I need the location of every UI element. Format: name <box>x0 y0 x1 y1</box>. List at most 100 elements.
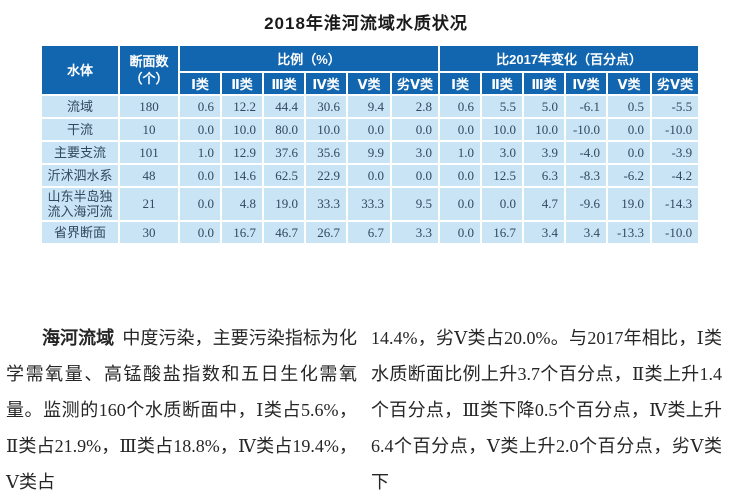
value-cell: 4.7 <box>524 188 565 220</box>
paragraph-text: 中度污染，主要污染指标为化学需氧量、高锰酸盐指数和五日生化需氧量。监测的160个… <box>6 328 358 492</box>
table-row-provincial-boundary: 省界断面 30 0.0 16.7 46.7 26.7 6.7 3.3 0.0 1… <box>42 222 699 243</box>
value-cell: -4.0 <box>566 142 607 163</box>
paragraph-haihe-right: 14.4%，劣Ⅴ类占20.0%。与2017年相比，Ⅰ类水质断面比例上升3.7个百… <box>371 328 722 492</box>
value-cell: 10.0 <box>482 119 523 140</box>
value-cell: -10.0 <box>652 119 699 140</box>
value-cell: 2.8 <box>392 96 439 117</box>
page-title: 2018年淮河流域水质状况 <box>264 14 468 33</box>
value-cell: 0.0 <box>180 119 220 140</box>
value-cell: 0.6 <box>440 96 481 117</box>
count-cell: 21 <box>120 188 178 220</box>
table-row-basin: 流域 180 0.6 12.2 44.4 30.6 9.4 2.8 0.6 5.… <box>42 96 699 117</box>
value-cell: -6.2 <box>608 165 651 186</box>
value-cell: 0.0 <box>608 119 651 140</box>
value-cell: 12.2 <box>222 96 262 117</box>
value-cell: 0.0 <box>608 142 651 163</box>
count-cell: 101 <box>120 142 178 163</box>
header-class5: Ⅴ类 <box>608 73 651 94</box>
value-cell: -5.5 <box>652 96 699 117</box>
value-cell: 19.0 <box>608 188 651 220</box>
value-cell: 0.0 <box>180 222 220 243</box>
table-header: 水体 断面数 （个） 比例（%） 比2017年变化（百分点） Ⅰ类 Ⅱ类 Ⅲ类 Ⅳ… <box>42 46 699 94</box>
value-cell: -3.9 <box>652 142 699 163</box>
value-cell: 26.7 <box>306 222 346 243</box>
text-column-right: 14.4%，劣Ⅴ类占20.0%。与2017年相比，Ⅰ类水质断面比例上升3.7个百… <box>371 320 722 500</box>
header-class3: Ⅲ类 <box>524 73 565 94</box>
value-cell: -13.3 <box>608 222 651 243</box>
value-cell: 46.7 <box>264 222 304 243</box>
value-cell: 16.7 <box>482 222 523 243</box>
value-cell: 5.0 <box>524 96 565 117</box>
count-cell: 10 <box>120 119 178 140</box>
value-cell: 3.4 <box>566 222 607 243</box>
text-column-left: 海河流域 中度污染，主要污染指标为化学需氧量、高锰酸盐指数和五日生化需氧量。监测的… <box>6 320 357 500</box>
value-cell: 3.0 <box>392 142 439 163</box>
header-section-count-line1: 断面数 <box>129 54 169 69</box>
value-cell: 14.6 <box>222 165 262 186</box>
body-text-section: 海河流域 中度污染，主要污染指标为化学需氧量、高锰酸盐指数和五日生化需氧量。监测的… <box>6 320 722 500</box>
header-class4: Ⅳ类 <box>306 73 346 94</box>
header-group-row: 水体 断面数 （个） 比例（%） 比2017年变化（百分点） <box>42 46 699 94</box>
value-cell: -8.3 <box>566 165 607 186</box>
value-cell: 80.0 <box>264 119 304 140</box>
value-cell: 5.5 <box>482 96 523 117</box>
water-quality-table: 水体 断面数 （个） 比例（%） 比2017年变化（百分点） Ⅰ类 Ⅱ类 Ⅲ类 Ⅳ… <box>40 44 701 245</box>
value-cell: 12.5 <box>482 165 523 186</box>
value-cell: 16.7 <box>222 222 262 243</box>
value-cell: 0.0 <box>440 165 481 186</box>
paragraph-haihe-left: 海河流域 中度污染，主要污染指标为化学需氧量、高锰酸盐指数和五日生化需氧量。监测的… <box>6 320 357 500</box>
header-class2: Ⅱ类 <box>222 73 262 94</box>
value-cell: 4.8 <box>222 188 262 220</box>
header-class6: 劣Ⅴ类 <box>652 73 699 94</box>
value-cell: 3.0 <box>482 142 523 163</box>
value-cell: -9.6 <box>566 188 607 220</box>
value-cell: 62.5 <box>264 165 304 186</box>
value-cell: 0.0 <box>392 165 439 186</box>
value-cell: 9.9 <box>348 142 390 163</box>
header-class3: Ⅲ类 <box>264 73 304 94</box>
row-label: 干流 <box>42 119 118 140</box>
row-label: 流域 <box>42 96 118 117</box>
value-cell: -6.1 <box>566 96 607 117</box>
value-cell: -4.2 <box>652 165 699 186</box>
header-class-row: Ⅰ类 Ⅱ类 Ⅲ类 Ⅳ类 Ⅴ类 劣Ⅴ类 Ⅰ类 Ⅱ类 Ⅲ类 Ⅳ类 Ⅴ类 劣Ⅴ类 <box>42 73 699 94</box>
value-cell: 10.0 <box>306 119 346 140</box>
header-section-count-line2: （个） <box>129 71 169 86</box>
value-cell: -14.3 <box>652 188 699 220</box>
value-cell: 1.0 <box>440 142 481 163</box>
value-cell: 22.9 <box>306 165 346 186</box>
value-cell: 1.0 <box>180 142 220 163</box>
paragraph-lead: 海河流域 <box>42 328 115 348</box>
value-cell: 3.3 <box>392 222 439 243</box>
value-cell: 33.3 <box>306 188 346 220</box>
header-class1: Ⅰ类 <box>180 73 220 94</box>
header-class1: Ⅰ类 <box>440 73 481 94</box>
row-label: 主要支流 <box>42 142 118 163</box>
header-class4: Ⅳ类 <box>566 73 607 94</box>
value-cell: 0.0 <box>440 188 481 220</box>
count-cell: 180 <box>120 96 178 117</box>
value-cell: 0.6 <box>180 96 220 117</box>
value-cell: 12.9 <box>222 142 262 163</box>
value-cell: 33.3 <box>348 188 390 220</box>
header-section-count: 断面数 （个） <box>120 46 178 94</box>
table-row-shandong-peninsula: 山东半岛独流入海河流 21 0.0 4.8 19.0 33.3 33.3 9.5… <box>42 188 699 220</box>
table-row-yishusi-system: 沂沭泗水系 48 0.0 14.6 62.5 22.9 0.0 0.0 0.0 … <box>42 165 699 186</box>
header-water-body: 水体 <box>42 46 118 94</box>
header-class6: 劣Ⅴ类 <box>392 73 439 94</box>
value-cell: 0.0 <box>180 188 220 220</box>
value-cell: 10.0 <box>524 119 565 140</box>
table-body: 流域 180 0.6 12.2 44.4 30.6 9.4 2.8 0.6 5.… <box>42 96 699 243</box>
header-class2: Ⅱ类 <box>482 73 523 94</box>
table-row-major-tributaries: 主要支流 101 1.0 12.9 37.6 35.6 9.9 3.0 1.0 … <box>42 142 699 163</box>
count-cell: 48 <box>120 165 178 186</box>
row-label: 山东半岛独流入海河流 <box>42 188 118 220</box>
table-row-mainstream: 干流 10 0.0 10.0 80.0 10.0 0.0 0.0 0.0 10.… <box>42 119 699 140</box>
header-proportion-group: 比例（%） <box>180 46 439 71</box>
water-quality-table-container: 水体 断面数 （个） 比例（%） 比2017年变化（百分点） Ⅰ类 Ⅱ类 Ⅲ类 Ⅳ… <box>40 44 701 245</box>
value-cell: 9.5 <box>392 188 439 220</box>
value-cell: 19.0 <box>264 188 304 220</box>
value-cell: 0.0 <box>482 188 523 220</box>
value-cell: 3.9 <box>524 142 565 163</box>
count-cell: 30 <box>120 222 178 243</box>
